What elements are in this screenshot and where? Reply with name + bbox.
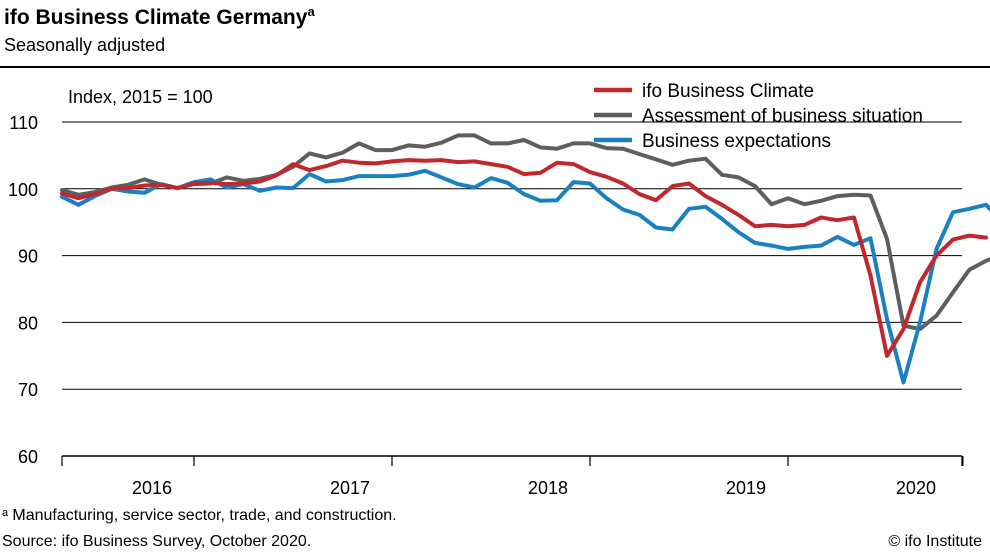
chart-title-text: ifo Business Climate Germany [4, 6, 308, 29]
title-rule [0, 66, 990, 68]
x-tick-label-2016: 2016 [132, 478, 172, 498]
x-tick-label-2018: 2018 [528, 478, 568, 498]
footnote: ᵃ Manufacturing, service sector, trade, … [2, 507, 397, 524]
x-tick-label-2017: 2017 [330, 478, 370, 498]
source-note: Source: ifo Business Survey, October 202… [2, 533, 312, 550]
y-tick-label-100: 100 [8, 180, 38, 200]
series-line-0 [60, 158, 988, 358]
series-line-2 [60, 168, 990, 385]
y-tick-label-90: 90 [18, 247, 38, 267]
chart-title: ifo Business Climate Germanya [4, 4, 315, 30]
legend-label-0: ifo Business Climate [642, 81, 814, 102]
legend-label-1: Assessment of business situation [642, 106, 923, 127]
chart-subtitle: Seasonally adjusted [4, 35, 166, 55]
y-tick-label-70: 70 [18, 380, 38, 400]
y-tick-label-110: 110 [9, 113, 38, 133]
index-label: Index, 2015 = 100 [68, 87, 213, 107]
y-tick-label-80: 80 [18, 313, 38, 333]
series-line-1 [60, 133, 990, 332]
x-tick-label-2019: 2019 [726, 478, 766, 498]
legend-label-2: Business expectations [642, 131, 831, 152]
x-tick-label-2020: 2020 [896, 478, 936, 498]
chart-title-footnote-mark: a [307, 4, 315, 19]
y-tick-label-60: 60 [18, 447, 38, 467]
copyright-note: © ifo Institute [888, 533, 982, 550]
